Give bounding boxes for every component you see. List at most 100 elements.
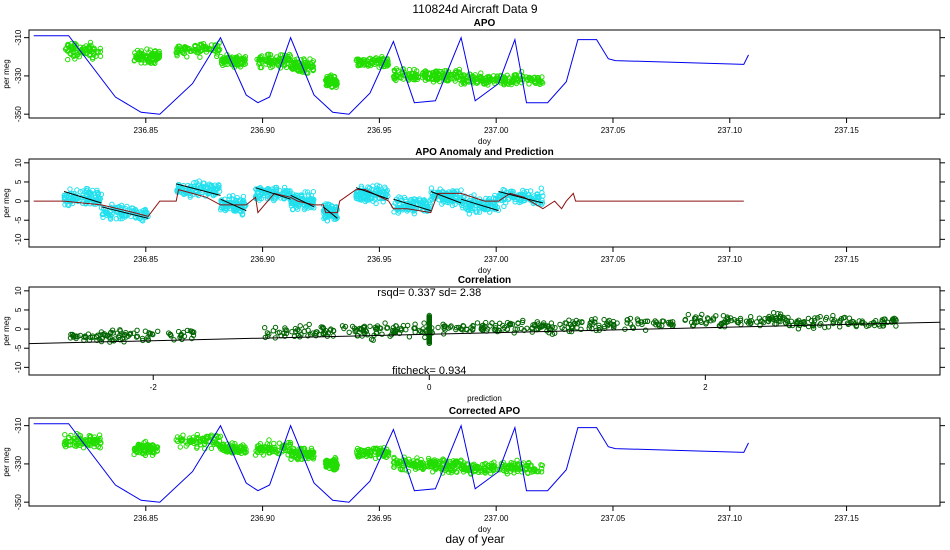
data-point: [508, 466, 514, 472]
plot-frame: [28, 29, 941, 119]
data-point: [282, 325, 288, 331]
data-point: [339, 323, 346, 329]
data-point: [215, 47, 221, 54]
data-point: [134, 333, 141, 339]
data-point: [753, 319, 760, 325]
data-point: [149, 331, 155, 337]
data-point: [406, 334, 413, 340]
model-line: [33, 35, 749, 115]
data-point: [496, 194, 503, 200]
data-point: [416, 200, 423, 206]
data-point: [476, 464, 483, 470]
data-point: [512, 326, 518, 332]
data-point: [500, 186, 506, 193]
data-point: [426, 335, 432, 341]
data-point: [268, 55, 275, 61]
data-point: [219, 205, 225, 211]
data-point: [142, 328, 149, 334]
data-point: [176, 186, 182, 193]
data-point: [438, 466, 444, 472]
data-point: [93, 53, 99, 59]
data-point: [392, 329, 399, 335]
data-point: [192, 43, 198, 49]
data-point: [254, 449, 261, 455]
data-point: [721, 319, 728, 326]
data-point: [74, 430, 80, 437]
data-point: [829, 316, 835, 323]
y-axis-label: per meg: [2, 447, 11, 476]
data-point: [369, 195, 375, 201]
data-point: [324, 74, 330, 80]
data-point: [341, 325, 347, 332]
data-point: [379, 56, 386, 63]
data-point: [871, 319, 877, 326]
data-point: [529, 325, 535, 331]
data-point: [96, 198, 103, 204]
data-point: [237, 64, 244, 70]
data-point: [310, 66, 317, 73]
data-point: [723, 319, 729, 326]
data-point: [710, 317, 717, 323]
data-point: [424, 203, 431, 209]
data-point: [74, 441, 81, 447]
data-point: [720, 313, 727, 319]
data-point: [270, 328, 276, 334]
data-point: [528, 469, 535, 475]
data-point: [328, 326, 334, 332]
x-tick-label: 236.95: [367, 255, 392, 264]
data-point: [232, 441, 238, 447]
data-point: [272, 444, 278, 451]
x-tick-label: 236.95: [367, 514, 392, 523]
data-point: [322, 330, 328, 336]
data-point: [291, 333, 298, 339]
data-point: [133, 55, 140, 61]
data-point: [325, 201, 331, 207]
data-point: [177, 444, 184, 450]
data-point: [805, 323, 812, 330]
data-point: [110, 330, 116, 336]
data-point: [264, 330, 271, 336]
data-point: [292, 449, 299, 455]
data-point: [321, 215, 327, 222]
x-tick-label: 237.05: [601, 255, 626, 264]
data-point: [201, 44, 207, 50]
data-point: [258, 64, 265, 71]
data-point: [483, 319, 489, 326]
data-point: [482, 470, 488, 476]
data-point: [509, 321, 516, 327]
data-point: [408, 461, 414, 468]
data-point: [652, 318, 658, 324]
x-tick-label: 236.85: [134, 126, 159, 135]
data-point: [332, 466, 338, 473]
x-axis-label: prediction: [467, 394, 502, 403]
data-point: [708, 318, 714, 324]
data-point: [239, 55, 245, 62]
panel-title: Correlation: [458, 275, 511, 286]
data-point: [175, 43, 181, 49]
data-point: [602, 325, 608, 332]
data-point: [305, 333, 311, 339]
data-point: [504, 319, 511, 326]
data-point: [254, 56, 260, 63]
data-point: [281, 191, 288, 197]
data-point: [802, 321, 808, 327]
data-point: [242, 450, 248, 456]
data-point: [449, 464, 456, 470]
data-point: [520, 187, 526, 194]
data-point: [432, 72, 438, 78]
data-point: [385, 193, 391, 199]
data-point: [235, 58, 241, 64]
data-point: [856, 318, 862, 324]
x-tick-label: 236.90: [250, 514, 275, 523]
data-point: [566, 317, 572, 323]
data-point: [233, 447, 239, 453]
data-point: [150, 331, 156, 338]
data-point: [331, 459, 337, 466]
data-point: [823, 314, 830, 321]
data-point: [382, 320, 388, 326]
panel-correlation: Correlation prediction per meg -2 0 2 10 5 0 -5 -1…: [2, 275, 945, 403]
data-point: [85, 331, 92, 337]
data-point: [423, 463, 429, 470]
data-point: [717, 323, 723, 329]
data-point: [124, 203, 130, 210]
